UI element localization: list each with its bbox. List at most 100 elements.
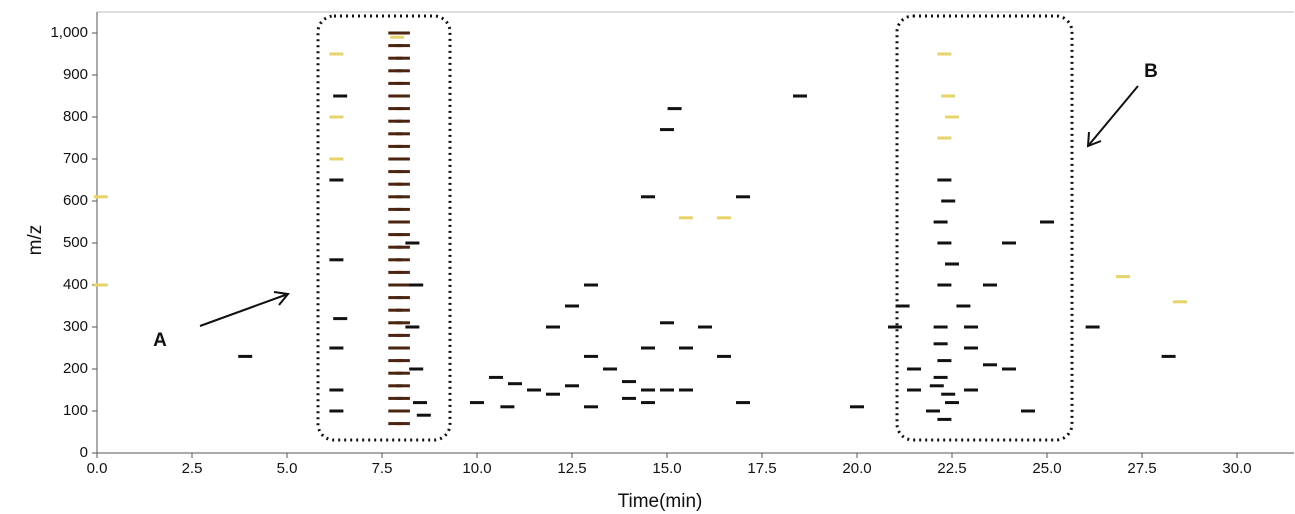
feature-dash xyxy=(1085,325,1100,329)
feature-dash xyxy=(329,157,344,161)
feature-dash xyxy=(388,56,403,60)
feature-dash xyxy=(933,220,948,224)
feature-dash xyxy=(388,195,403,199)
feature-dash xyxy=(388,144,403,148)
x-tick-label: 27.5 xyxy=(1127,460,1156,477)
feature-dash xyxy=(388,283,403,287)
arrow-a xyxy=(199,291,290,327)
feature-dash xyxy=(641,388,655,392)
feature-dash xyxy=(395,144,410,148)
feature-dash xyxy=(329,346,344,350)
feature-dash xyxy=(929,384,944,388)
feature-dash xyxy=(1040,220,1054,224)
x-tick-label: 12.5 xyxy=(557,460,586,477)
feature-dash xyxy=(698,325,712,329)
feature-dash xyxy=(964,346,978,350)
feature-dash xyxy=(926,409,940,413)
feature-dash xyxy=(679,216,693,220)
feature-dash xyxy=(937,178,952,182)
feature-dash xyxy=(395,422,410,426)
feature-dash xyxy=(93,283,108,287)
feature-dash xyxy=(388,119,403,123)
feature-dash xyxy=(388,81,403,85)
feature-dash xyxy=(395,308,410,312)
feature-dash xyxy=(395,157,410,161)
feature-dash xyxy=(667,107,682,111)
feature-dash xyxy=(717,354,731,358)
feature-dash xyxy=(907,388,921,392)
feature-dash xyxy=(388,308,403,312)
x-tick-label: 7.5 xyxy=(372,460,393,477)
feature-dash xyxy=(1116,275,1130,279)
feature-dash xyxy=(395,245,410,249)
feature-dash xyxy=(388,44,403,48)
feature-dash xyxy=(395,258,410,262)
feature-dash xyxy=(500,405,515,409)
feature-dash xyxy=(388,396,403,400)
feature-dash xyxy=(603,367,617,371)
feature-dash xyxy=(388,233,403,237)
x-tick-label: 15.0 xyxy=(652,460,681,477)
y-tick-label: 200 xyxy=(63,360,88,377)
feature-dash xyxy=(333,94,348,98)
feature-dash xyxy=(388,296,403,300)
annotation-b: B xyxy=(1144,61,1158,82)
feature-dash xyxy=(660,128,674,132)
feature-dash xyxy=(388,107,403,111)
feature-dash xyxy=(409,367,424,371)
feature-dash xyxy=(584,283,598,287)
feature-dash xyxy=(388,409,403,413)
feature-dash xyxy=(895,304,910,308)
feature-dash xyxy=(546,325,560,329)
feature-dash xyxy=(941,199,956,203)
feature-dash xyxy=(395,359,410,363)
feature-dash xyxy=(395,195,410,199)
feature-dash xyxy=(395,346,410,350)
x-tick-label: 10.0 xyxy=(462,460,491,477)
feature-dash xyxy=(388,333,403,337)
feature-dash xyxy=(395,31,410,35)
feature-dash xyxy=(395,409,410,413)
feature-dash xyxy=(388,182,403,186)
feature-dash xyxy=(907,367,921,371)
feature-dash xyxy=(388,258,403,262)
feature-dash xyxy=(983,363,997,367)
feature-dash xyxy=(660,321,674,325)
feature-dash xyxy=(388,207,403,211)
feature-dash xyxy=(395,283,410,287)
feature-dash xyxy=(238,354,253,358)
feature-dash xyxy=(395,56,410,60)
x-tick-label: 2.5 xyxy=(182,460,203,477)
feature-dash xyxy=(329,52,344,56)
x-tick-label: 20.0 xyxy=(842,460,871,477)
feature-dash xyxy=(395,384,410,388)
feature-dash xyxy=(395,170,410,174)
feature-dash xyxy=(1002,367,1016,371)
annotation-a: A xyxy=(153,330,167,351)
x-tick-label: 0.0 xyxy=(87,460,108,477)
feature-dash xyxy=(395,69,410,73)
feature-dash xyxy=(388,170,403,174)
feature-dash xyxy=(717,216,731,220)
feature-dash xyxy=(1021,409,1035,413)
feature-dash xyxy=(395,333,410,337)
feature-dash xyxy=(888,325,902,329)
feature-dash xyxy=(388,371,403,375)
feature-dash xyxy=(937,241,952,245)
feature-dash xyxy=(395,321,410,325)
feature-dash xyxy=(964,325,978,329)
feature-dash xyxy=(395,270,410,274)
feature-dash xyxy=(679,388,693,392)
feature-dash xyxy=(1173,300,1187,304)
feature-dash xyxy=(395,233,410,237)
arrow-b xyxy=(1086,85,1139,148)
feature-dash xyxy=(584,354,598,358)
feature-dash xyxy=(395,396,410,400)
feature-dash xyxy=(388,132,403,136)
feature-dash xyxy=(565,304,579,308)
feature-dash xyxy=(329,388,344,392)
y-tick-label: 600 xyxy=(63,192,88,209)
feature-dash xyxy=(508,382,522,386)
feature-dash xyxy=(329,115,344,119)
